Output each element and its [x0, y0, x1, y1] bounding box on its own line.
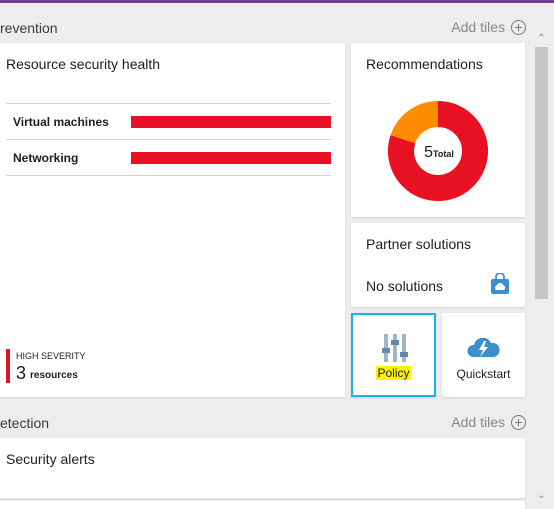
scrollbar-thumb[interactable] — [535, 47, 548, 299]
add-tiles-label: Add tiles — [451, 414, 505, 430]
vertical-scrollbar[interactable]: ⌃ ⌄ — [533, 32, 550, 503]
security-alerts-tile-next — [0, 501, 525, 509]
resource-security-health-tile[interactable]: Resource security health Virtual machine… — [0, 43, 345, 397]
partner-solutions-status: No solutions — [366, 278, 444, 294]
donut-center-label: 5Total — [415, 144, 463, 162]
health-rows: Virtual machines Networking — [6, 103, 331, 176]
resource-security-health-title: Resource security health — [6, 56, 161, 72]
policy-label: Policy — [376, 366, 411, 380]
donut-segment-danger — [388, 101, 488, 201]
prevention-section-header: revention Add tiles — [0, 18, 532, 40]
detection-add-tiles-button[interactable]: Add tiles — [451, 414, 526, 430]
health-row-networking[interactable]: Networking — [6, 139, 331, 176]
window-top-border — [0, 0, 554, 3]
partner-solutions-tile[interactable]: Partner solutions No solutions — [351, 223, 525, 307]
policy-sliders-icon — [382, 334, 408, 362]
severity-count: 3 — [16, 363, 27, 383]
recommendations-total: 5 — [424, 144, 434, 161]
add-tiles-label: Add tiles — [451, 19, 505, 35]
add-circle-icon — [511, 414, 526, 430]
scroll-up-arrow-icon[interactable]: ⌃ — [537, 33, 546, 44]
recommendations-total-label: Total — [433, 149, 454, 159]
partner-solutions-title: Partner solutions — [366, 236, 472, 252]
security-alerts-title: Security alerts — [6, 451, 95, 467]
health-bar-networking — [131, 152, 331, 164]
quickstart-label: Quickstart — [456, 367, 511, 381]
security-alerts-tile[interactable]: Security alerts — [0, 438, 525, 498]
scroll-down-arrow-icon[interactable]: ⌄ — [537, 490, 546, 501]
shopping-bag-icon — [491, 273, 509, 294]
quickstart-tile[interactable]: Quickstart — [442, 313, 525, 397]
policy-tile[interactable]: Policy — [351, 313, 436, 397]
health-bar-virtual-machines — [131, 116, 331, 128]
detection-section-title: etection — [0, 415, 50, 431]
prevention-add-tiles-button[interactable]: Add tiles — [451, 19, 526, 35]
health-row-label: Virtual machines — [13, 115, 109, 129]
policy-label-wrap: Policy — [353, 366, 434, 380]
recommendations-title: Recommendations — [366, 56, 483, 72]
health-row-label: Networking — [13, 151, 79, 165]
detection-section-header: etection Add tiles — [0, 413, 532, 435]
add-circle-icon — [511, 19, 526, 35]
severity-unit: resources — [30, 370, 78, 381]
severity-indicator — [6, 349, 10, 383]
recommendations-tile[interactable]: Recommendations 5Total — [351, 43, 525, 217]
health-row-virtual-machines[interactable]: Virtual machines — [6, 103, 331, 139]
severity-label: HIGH SEVERITY — [16, 351, 86, 361]
prevention-section-title: revention — [0, 20, 58, 36]
recommendations-donut-chart — [388, 101, 488, 201]
cloud-lightning-icon — [467, 337, 500, 357]
